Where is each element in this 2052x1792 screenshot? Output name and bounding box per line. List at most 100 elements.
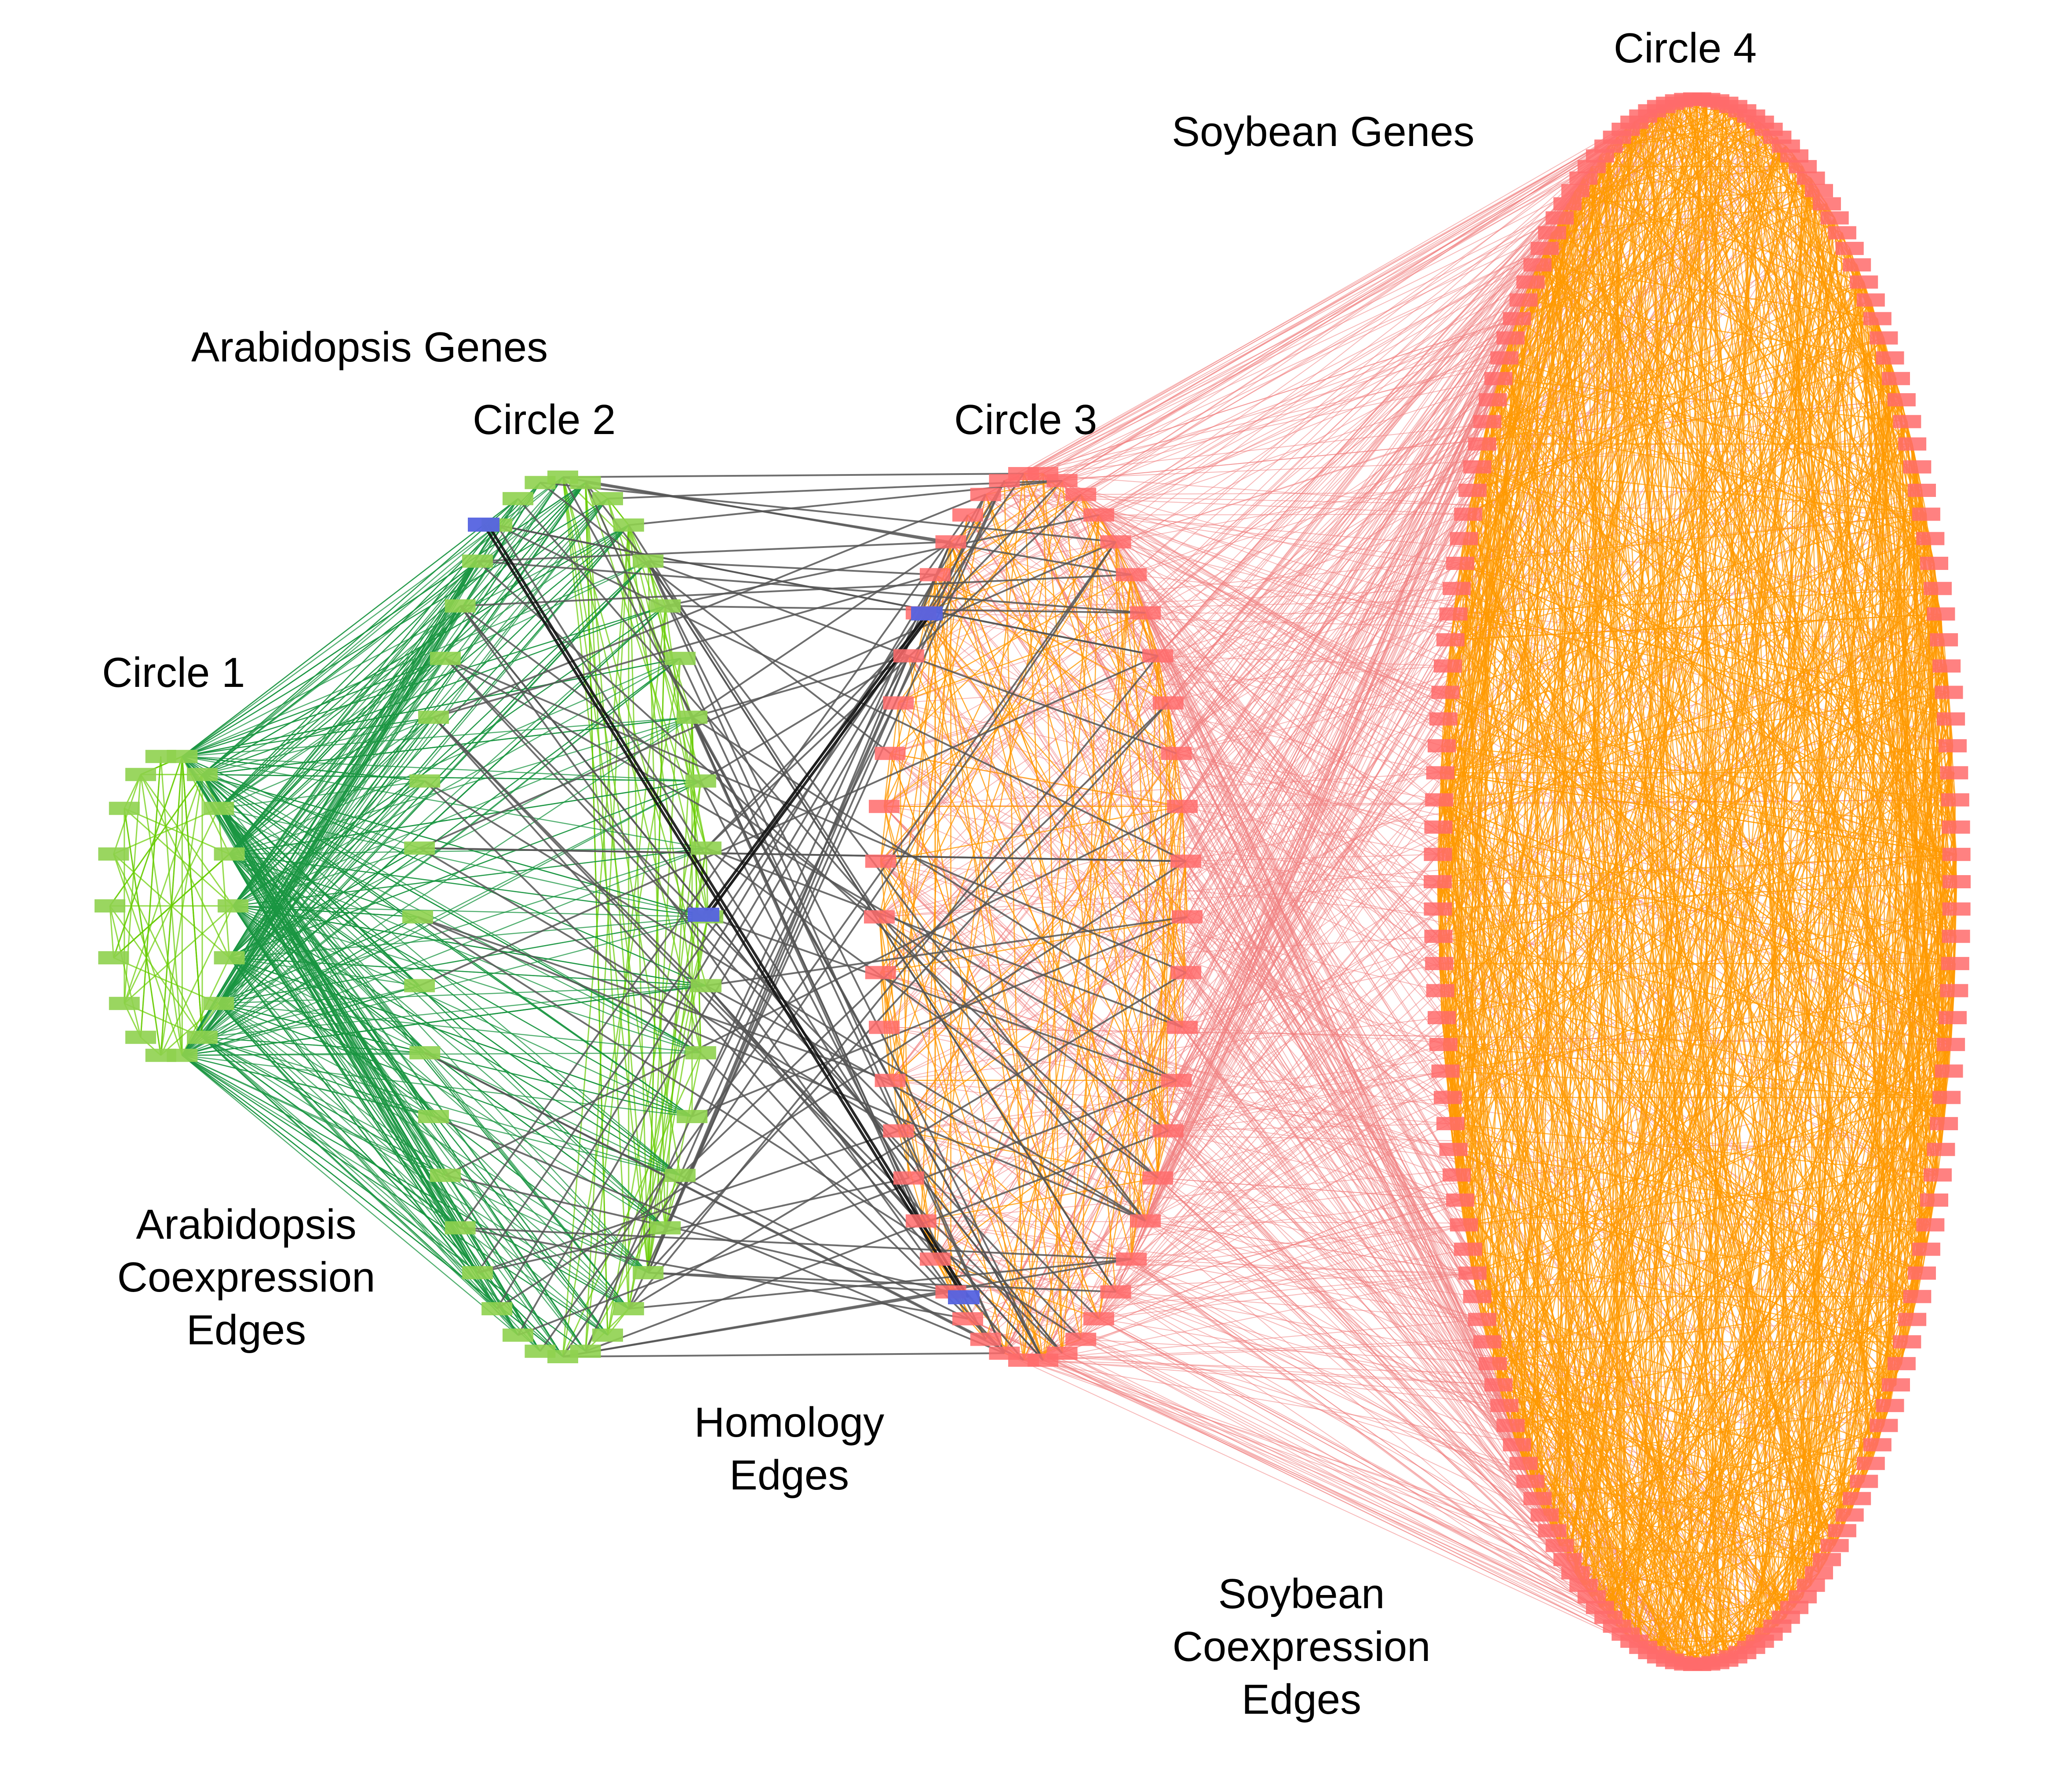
edge-soybean-inner [1438, 137, 1618, 964]
edge-soybean-inner [1450, 1123, 1858, 1499]
edge-arabidopsis-inner [109, 905, 114, 958]
edge-soybean-coexpression [1023, 1224, 1464, 1361]
edge-arabidopsis-coexpression [202, 985, 420, 1038]
edge-soybean-inner [1176, 753, 1183, 807]
edge-soybean-coexpression [1098, 248, 1545, 515]
edge-soybean-inner [1643, 116, 1939, 1175]
edge-arabidopsis-coexpression [218, 1003, 563, 1357]
edge-soybean-inner [1023, 473, 1183, 807]
edge-soybean-inner [1669, 103, 1769, 1635]
gene-node-soybean [1503, 1438, 1531, 1452]
edge-arabidopsis-inner [664, 1175, 681, 1228]
gene-node-soybean [1170, 966, 1202, 979]
edge-homology [628, 971, 1187, 1310]
edge-soybean-coexpression [1145, 612, 1439, 937]
highlighted-nodes [468, 518, 980, 1304]
gene-node-soybean [1531, 241, 1559, 255]
gene-node-soybean [1429, 1038, 1458, 1051]
gene-node-arabidopsis [203, 802, 234, 815]
edge-homology [459, 605, 1063, 1354]
edge-soybean-inner [934, 473, 1024, 1259]
edge-soybean-inner [1440, 990, 1947, 1098]
gene-node-soybean [1553, 197, 1582, 211]
edge-soybean-inner [1669, 103, 1804, 1597]
gene-node-arabidopsis [187, 1030, 218, 1044]
gene-node-soybean [1424, 930, 1453, 943]
edge-homology [691, 541, 951, 718]
edge-soybean-inner [1559, 1425, 1884, 1546]
edge-homology [692, 655, 909, 718]
edge-soybean-inner [921, 541, 1116, 613]
edge-soybean-inner [1440, 773, 1524, 1464]
gene-node-soybean [1935, 1064, 1963, 1078]
edge-soybean-inner [1450, 639, 1707, 1664]
edge-arabidopsis-coexpression [182, 847, 707, 1056]
edge-arabidopsis-coexpression [218, 498, 608, 809]
edge-arabidopsis-coexpression [182, 1055, 446, 1176]
gene-node-soybean [1893, 1335, 1921, 1349]
gene-node-soybean [865, 966, 896, 979]
gene-node-soybean [1870, 1419, 1898, 1432]
edge-arabidopsis-coexpression [218, 561, 478, 1004]
gene-node-arabidopsis [404, 979, 435, 993]
edge-soybean-coexpression [908, 100, 1680, 657]
edge-soybean-inner [1724, 103, 1835, 1546]
edge-arabidopsis-coexpression [229, 561, 478, 854]
gene-node-arabidopsis [690, 979, 722, 993]
gene-node-soybean [1130, 606, 1161, 620]
edge-soybean-coexpression [890, 563, 1461, 754]
edge-soybean-inner [1438, 137, 1618, 828]
edge-homology [477, 1130, 899, 1274]
gene-node-soybean [1443, 1168, 1471, 1182]
edge-soybean-inner [1492, 538, 1931, 1364]
edge-arabidopsis-coexpression [229, 716, 693, 855]
edge-arabidopsis-inner [124, 808, 234, 907]
soybean-genes-label: Soybean Genes [1172, 108, 1475, 155]
gene-node-arabidopsis [445, 599, 476, 613]
edge-soybean-inner [1445, 613, 1942, 1072]
gene-node-soybean [1908, 1266, 1936, 1280]
edge-soybean-inner [1575, 282, 1865, 1573]
edge-soybean-inner [1472, 772, 1955, 1274]
edge-soybean-inner [1567, 204, 1689, 1664]
edge-soybean-inner [1544, 1174, 1938, 1516]
gene-node-arabidopsis [98, 951, 129, 964]
edge-soybean-inner [880, 861, 1146, 1222]
gene-node-soybean [1937, 1038, 1965, 1051]
gene-node-highlighted [948, 1290, 980, 1304]
gene-node-soybean [1503, 312, 1531, 325]
edge-homology-highlight [707, 613, 933, 916]
gene-node-soybean [1578, 1590, 1606, 1604]
edge-soybean-inner [1678, 538, 1931, 1663]
edge-homology [562, 476, 1132, 576]
gene-node-soybean [935, 535, 966, 549]
edge-soybean-coexpression [1004, 264, 1538, 1354]
gene-node-arabidopsis [570, 476, 601, 489]
edge-soybean-inner [1445, 692, 1951, 1045]
edge-homology [647, 560, 1117, 1292]
edge-soybean-inner [1750, 588, 1939, 1648]
edge-arabidopsis-coexpression [218, 808, 426, 1053]
edge-soybean-inner [1946, 666, 1954, 746]
gene-node-arabidopsis [592, 1328, 623, 1342]
gene-node-soybean [1046, 474, 1078, 487]
edge-soybean-coexpression [921, 1123, 1944, 1222]
edge-soybean-coexpression [967, 248, 1545, 516]
edge-soybean-coexpression [908, 178, 1584, 1179]
edge-soybean-inner [1157, 806, 1183, 1178]
edge-soybean-coexpression [1176, 399, 1493, 754]
edge-arabidopsis-coexpression [229, 847, 420, 959]
circle2-nodes [402, 471, 723, 1363]
edge-soybean-inner [1130, 806, 1183, 1259]
gene-node-soybean [1531, 1508, 1559, 1522]
edge-arabidopsis-coexpression [182, 755, 701, 782]
edge-soybean-inner [1504, 358, 1795, 1608]
gene-node-arabidopsis [418, 711, 449, 724]
gene-node-soybean [1882, 372, 1910, 385]
edge-arabidopsis-coexpression [182, 561, 478, 1056]
edge-soybean-coexpression [1157, 655, 1439, 937]
edge-soybean-inner [898, 612, 1146, 704]
homology-edges-line1: Homology [694, 1399, 885, 1446]
edge-soybean-inner [1487, 318, 1878, 422]
edge-soybean-inner [1714, 101, 1947, 1098]
